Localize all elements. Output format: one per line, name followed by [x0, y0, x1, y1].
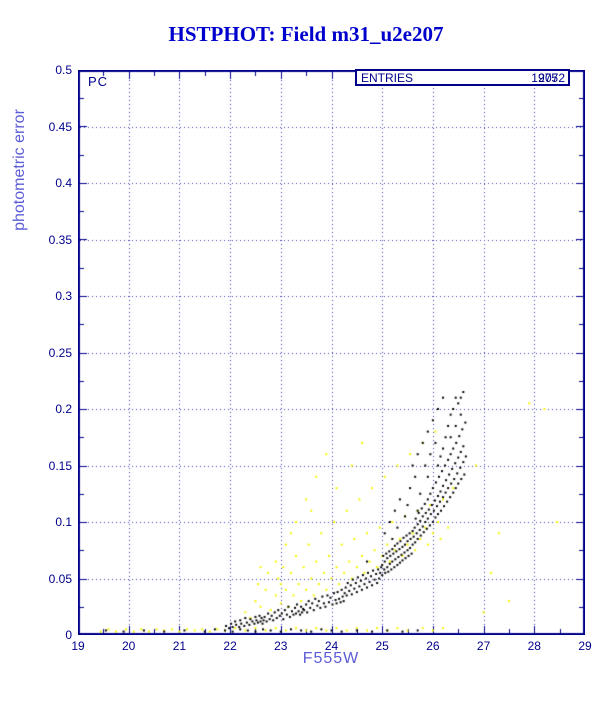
x-tick-label: 23 [274, 639, 288, 653]
x-tick-label: 20 [122, 639, 136, 653]
entries-label: ENTRIES [361, 71, 414, 85]
chart-title: HSTPHOT: Field m31_u2e207 [168, 22, 444, 46]
x-tick-label: 24 [324, 639, 339, 653]
x-tick-label: 28 [527, 639, 541, 653]
y-tick-label: 0.3 [55, 289, 72, 303]
y-tick-label: 0.35 [48, 232, 72, 247]
y-tick-label: 0.5 [55, 63, 72, 77]
entries-count-primary: 2072 [538, 71, 565, 85]
detector-label: PC [88, 74, 109, 89]
x-tick-label: 21 [172, 639, 187, 653]
y-tick-label: 0.4 [55, 176, 72, 190]
x-axis-label: F555W [302, 650, 360, 667]
y-tick-label: 0 [65, 628, 72, 642]
y-tick-label: 0.05 [48, 571, 72, 586]
x-tick-label: 26 [426, 639, 440, 653]
x-tick-label: 22 [223, 639, 237, 653]
y-tick-label: 0.25 [48, 345, 72, 360]
plot-area: PC ENTRIES 1975 2072 [78, 69, 585, 635]
x-tick-label: 25 [375, 639, 389, 653]
entries-box: ENTRIES 1975 2072 [355, 69, 570, 86]
x-tick-label: 19 [71, 639, 85, 653]
entries-count-secondary: 1975 [531, 71, 558, 85]
x-tick-label: 29 [578, 639, 592, 653]
x-tick-label: 27 [476, 639, 491, 653]
scatter-canvas [78, 70, 585, 635]
y-tick-label: 0.2 [55, 402, 72, 416]
y-tick-label: 0.45 [48, 119, 72, 134]
y-tick-label: 0.15 [48, 458, 72, 473]
y-tick-label: 0.1 [55, 515, 72, 529]
